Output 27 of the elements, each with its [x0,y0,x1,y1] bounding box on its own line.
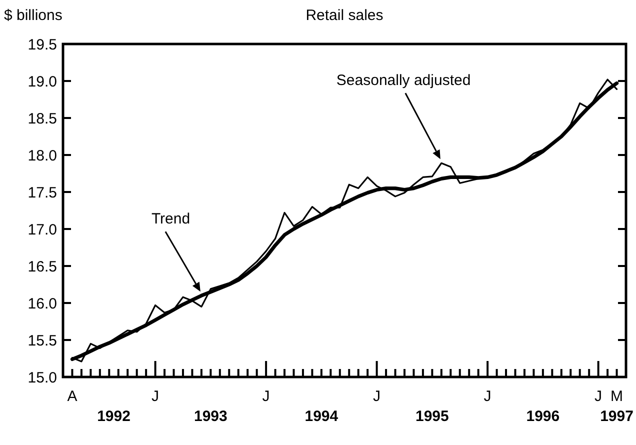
y-tick-label: 15.5 [28,332,57,350]
x-tick-label: J [594,388,602,405]
x-tick-label: J [152,388,160,405]
text: 1993 [194,408,228,425]
annotation: Seasonally adjusted [336,72,471,90]
y-tick-label: 19.5 [28,36,57,54]
y-axis-title: $ billions [4,7,62,24]
y-tick-label: 15.0 [28,369,57,386]
text: 1997 [600,408,634,425]
annotation: Trend [151,210,190,228]
chart-title: Retail sales [306,7,384,24]
text: 1994 [304,408,339,425]
text: 1992 [97,408,130,425]
y-tick-label: 18.0 [28,147,57,164]
y-tick-label: 16.5 [28,258,57,276]
x-tick-label: A [67,388,78,405]
x-tick-label: J [484,388,492,405]
y-tick-label: 16.0 [28,295,57,312]
x-tick-label: M [610,388,624,405]
text: 1996 [526,408,560,425]
x-tick-label: J [373,388,381,405]
y-tick-label: 17.5 [28,184,57,202]
y-tick-label: 19.0 [28,73,57,90]
y-tick-label: 17.0 [28,221,57,238]
text: 1995 [415,408,449,425]
y-tick-label: 18.5 [28,110,57,128]
x-tick-label: J [262,388,270,405]
